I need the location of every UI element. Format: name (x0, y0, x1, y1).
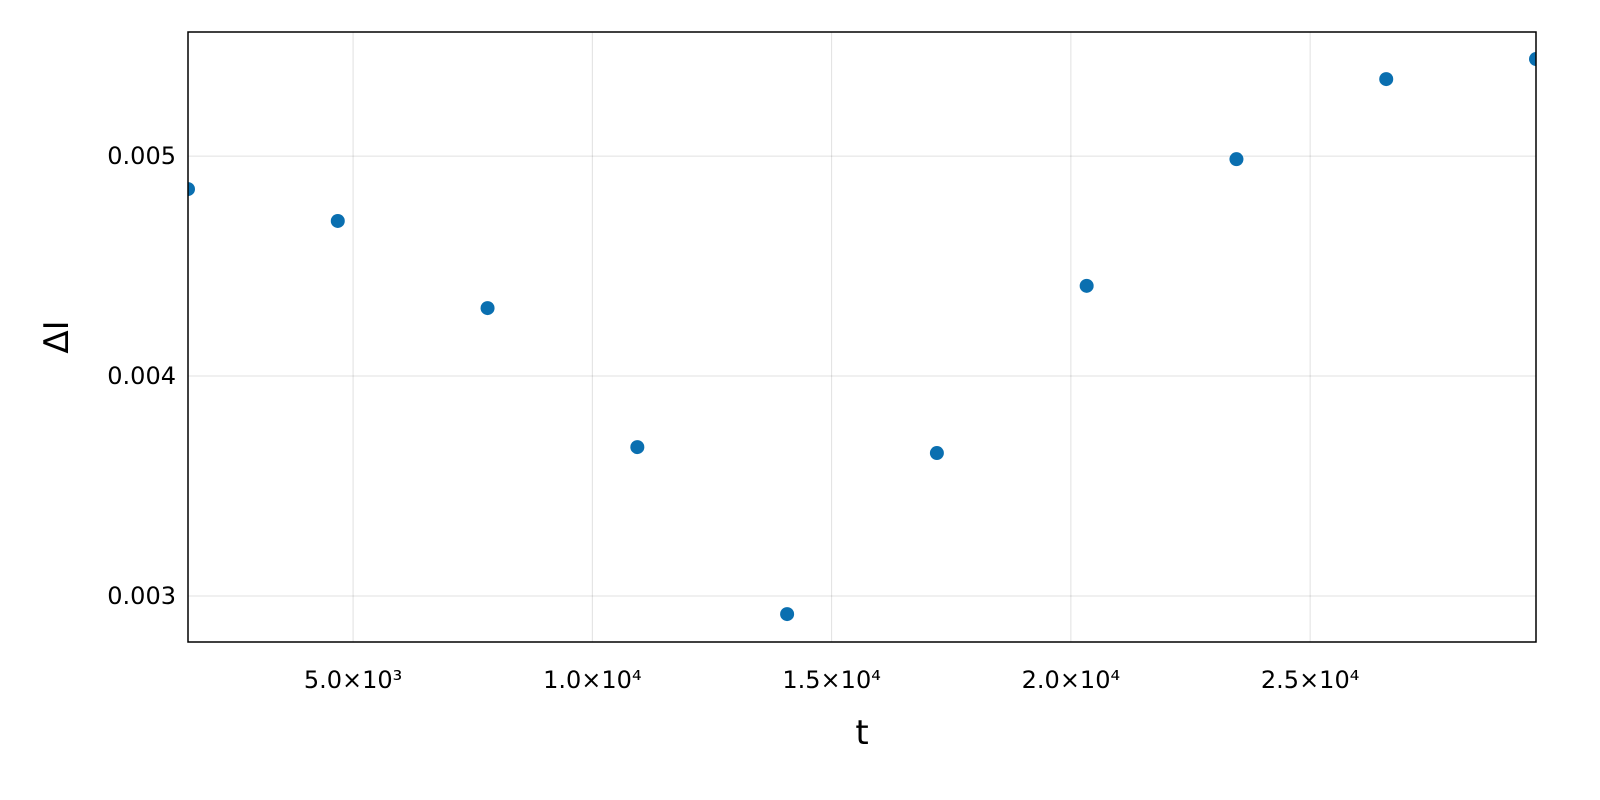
plot-frame (187, 31, 1537, 643)
grid (188, 32, 1536, 642)
point (1229, 152, 1244, 167)
points (188, 52, 1536, 622)
x-tick-label: 1.5×10⁴ (782, 666, 880, 694)
x-tick-label: 2.5×10⁴ (1261, 666, 1359, 694)
y-tick-label: 0.005 (107, 142, 176, 170)
y-tick-label: 0.003 (107, 582, 176, 610)
point (330, 213, 345, 228)
x-axis-label: t (855, 713, 868, 753)
point (780, 607, 795, 622)
point (929, 446, 944, 461)
point (1529, 52, 1536, 67)
point (480, 301, 495, 316)
x-tick-label: 1.0×10⁴ (543, 666, 641, 694)
x-tick-label: 2.0×10⁴ (1022, 666, 1120, 694)
point (1079, 278, 1094, 293)
point (188, 182, 195, 197)
point (630, 440, 645, 455)
y-axis-label: ΔI (37, 320, 77, 353)
y-tick-label: 0.004 (107, 362, 176, 390)
point (1379, 72, 1394, 87)
x-tick-label: 5.0×10³ (304, 666, 402, 694)
